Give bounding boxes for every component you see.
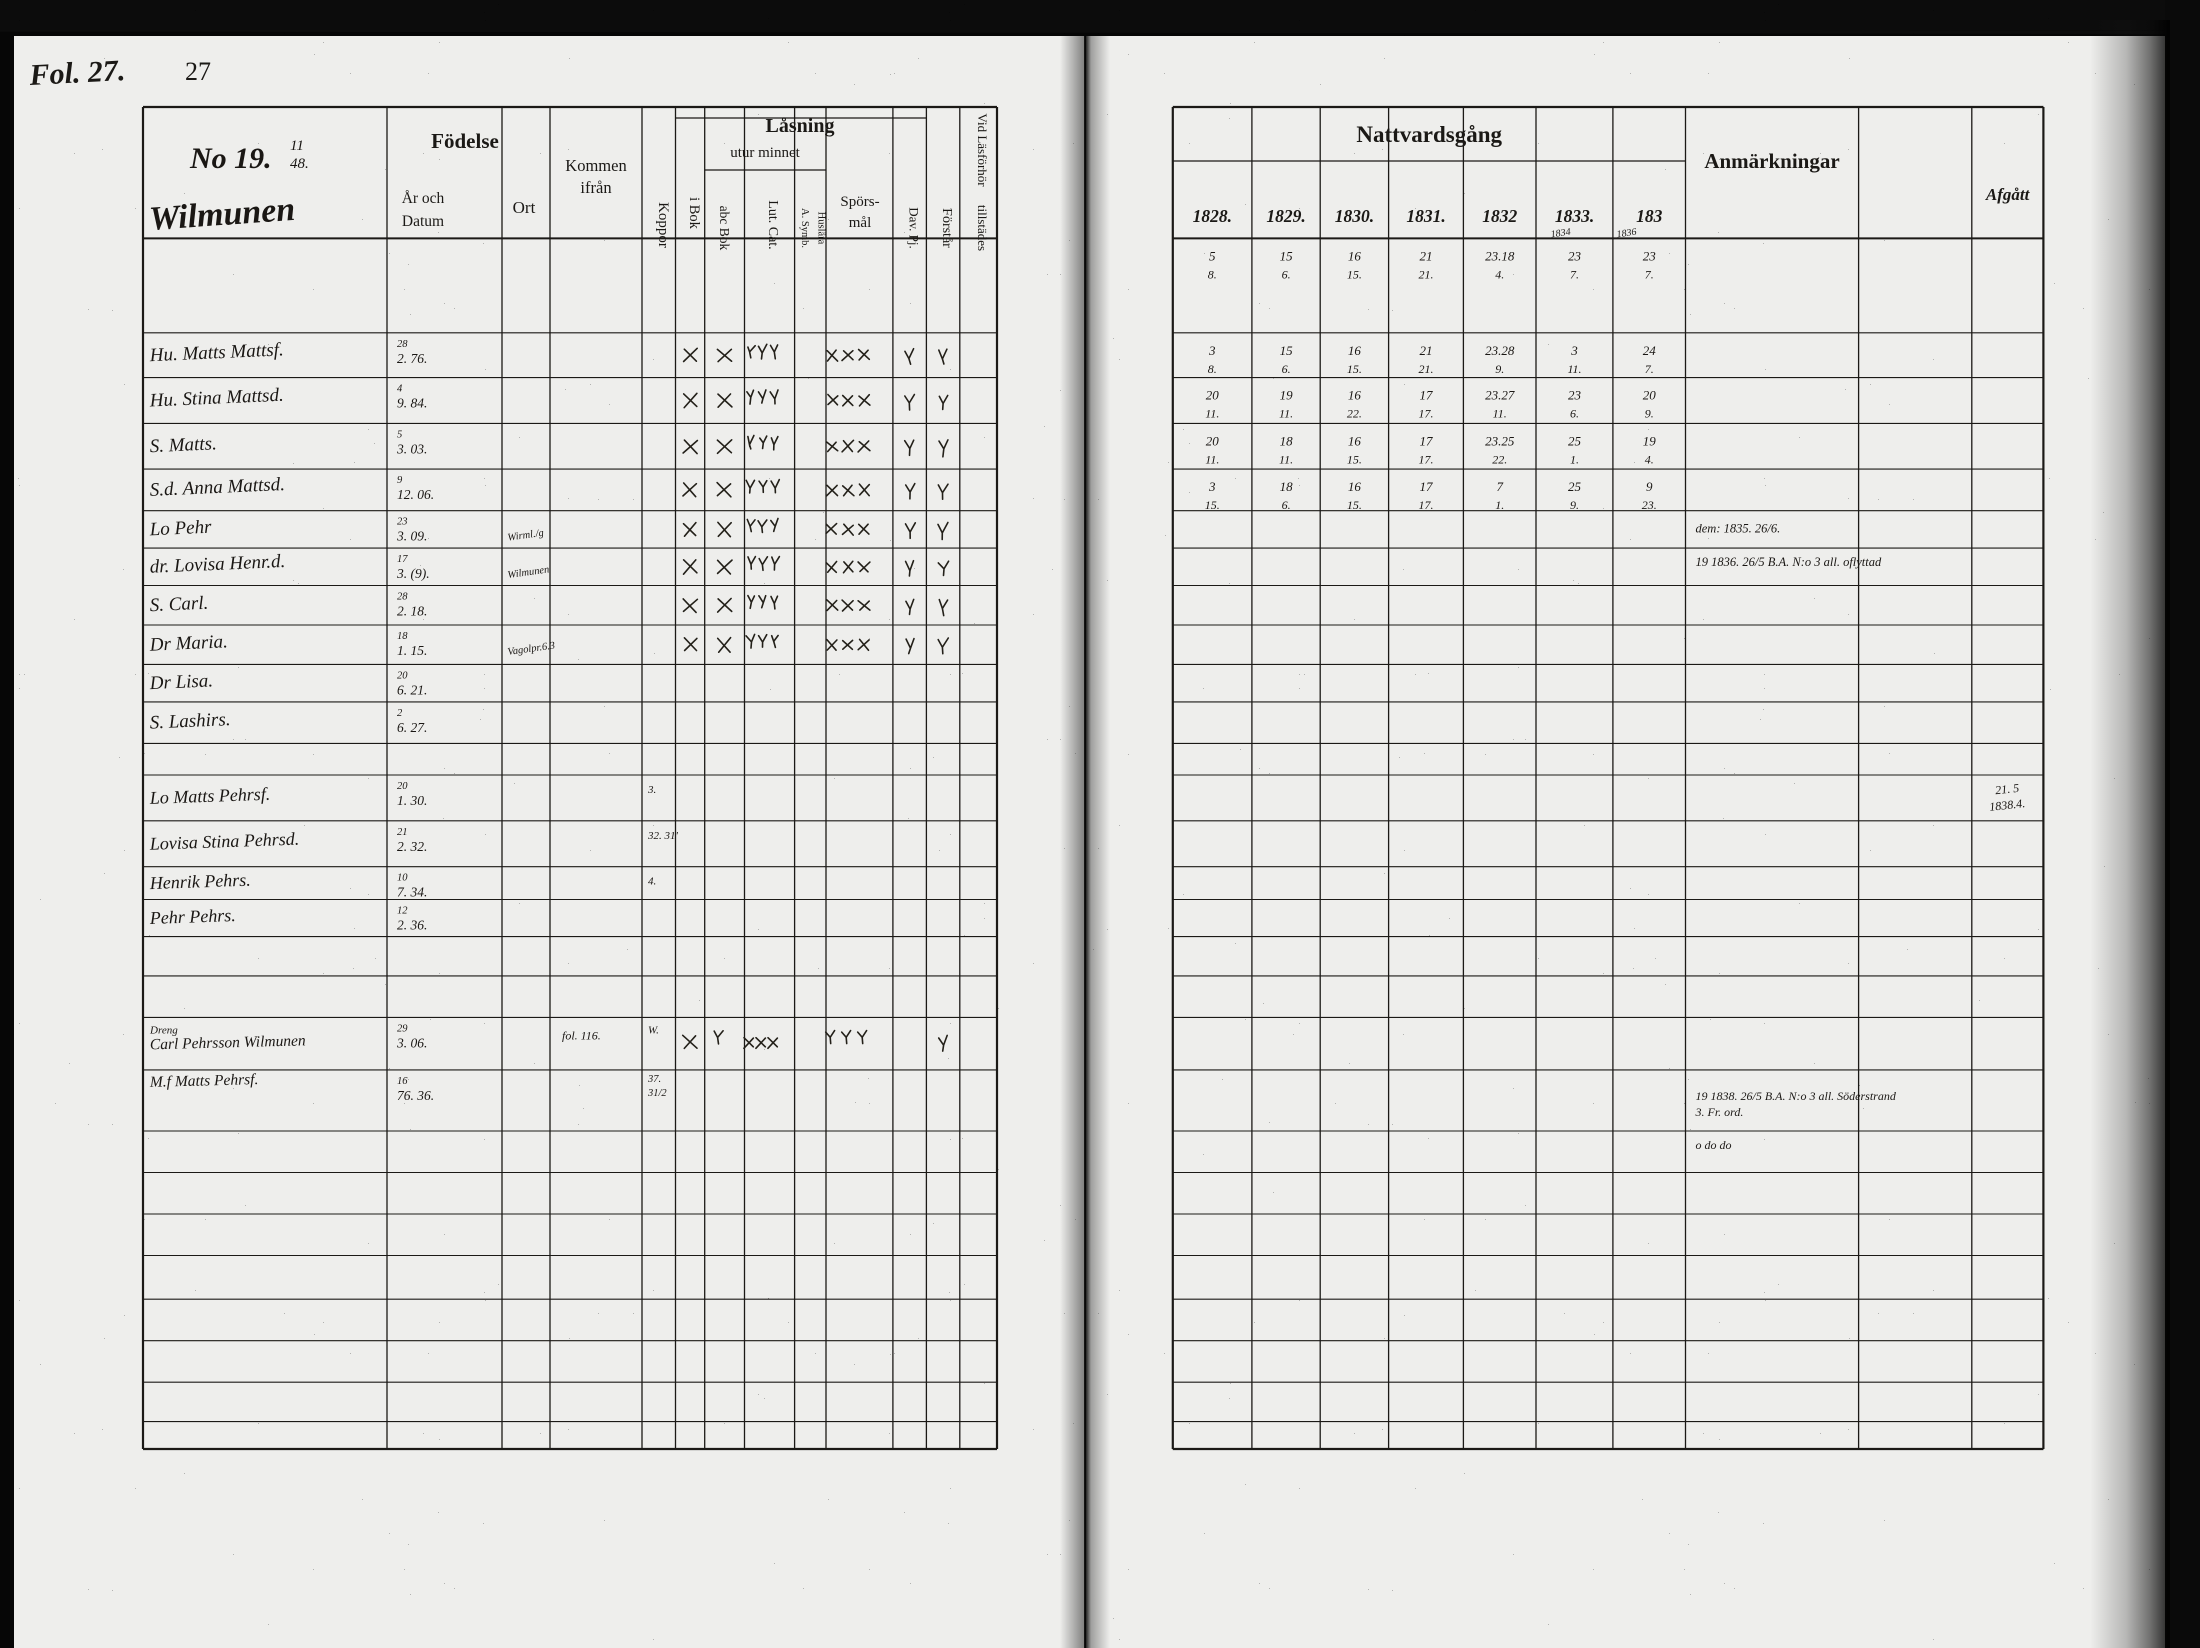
svg-text:17: 17 bbox=[1420, 388, 1434, 403]
svg-text:21.: 21. bbox=[1419, 362, 1434, 376]
svg-text:23.: 23. bbox=[1642, 498, 1657, 512]
svg-text:17.: 17. bbox=[1419, 407, 1434, 421]
svg-text:19 1836. 26/5 B.A. N:o 3 all.: 19 1836. 26/5 B.A. N:o 3 all. oflyttad bbox=[1696, 555, 1883, 569]
svg-text:1831.: 1831. bbox=[1406, 206, 1445, 226]
svg-text:3: 3 bbox=[1570, 343, 1578, 358]
svg-text:15.: 15. bbox=[1205, 498, 1220, 512]
svg-text:o do do: o do do bbox=[1696, 1138, 1732, 1152]
svg-text:7.: 7. bbox=[1570, 267, 1579, 281]
svg-text:17: 17 bbox=[1420, 433, 1434, 448]
svg-text:6.: 6. bbox=[1282, 362, 1291, 376]
svg-text:Afgått: Afgått bbox=[1985, 185, 2031, 204]
svg-text:dem: 1835. 26/6.: dem: 1835. 26/6. bbox=[1696, 522, 1781, 536]
svg-text:6.: 6. bbox=[1282, 267, 1291, 281]
svg-text:20: 20 bbox=[1206, 433, 1220, 448]
svg-text:23.27: 23.27 bbox=[1485, 388, 1515, 403]
svg-text:23: 23 bbox=[1568, 388, 1582, 403]
svg-text:25: 25 bbox=[1568, 433, 1582, 448]
svg-text:21: 21 bbox=[1420, 343, 1433, 358]
svg-text:17: 17 bbox=[1420, 479, 1434, 494]
svg-text:183: 183 bbox=[1636, 206, 1663, 226]
svg-text:16: 16 bbox=[1348, 479, 1362, 494]
svg-text:15.: 15. bbox=[1347, 498, 1362, 512]
svg-text:5: 5 bbox=[1209, 248, 1216, 263]
svg-text:15.: 15. bbox=[1347, 267, 1362, 281]
svg-text:4.: 4. bbox=[1645, 452, 1654, 466]
svg-text:6.: 6. bbox=[1282, 498, 1291, 512]
svg-text:20: 20 bbox=[1206, 388, 1220, 403]
svg-text:11.: 11. bbox=[1567, 362, 1581, 376]
svg-text:9.: 9. bbox=[1570, 498, 1579, 512]
svg-text:9.: 9. bbox=[1495, 362, 1504, 376]
svg-text:15.: 15. bbox=[1347, 362, 1362, 376]
svg-text:3: 3 bbox=[1208, 479, 1216, 494]
svg-text:21.: 21. bbox=[1419, 267, 1434, 281]
svg-text:15: 15 bbox=[1280, 248, 1294, 263]
svg-text:1828.: 1828. bbox=[1193, 206, 1232, 226]
svg-text:9: 9 bbox=[1646, 479, 1653, 494]
svg-text:11.: 11. bbox=[1279, 407, 1293, 421]
svg-text:8.: 8. bbox=[1208, 362, 1217, 376]
svg-text:7.: 7. bbox=[1645, 267, 1654, 281]
svg-text:24: 24 bbox=[1643, 343, 1657, 358]
svg-text:1830.: 1830. bbox=[1335, 206, 1374, 226]
svg-text:15.: 15. bbox=[1347, 452, 1362, 466]
svg-text:17.: 17. bbox=[1419, 498, 1434, 512]
svg-text:21. 5: 21. 5 bbox=[1995, 781, 2020, 797]
svg-text:6.: 6. bbox=[1570, 407, 1579, 421]
svg-text:3: 3 bbox=[1208, 343, 1216, 358]
svg-text:23: 23 bbox=[1643, 248, 1657, 263]
svg-text:21: 21 bbox=[1420, 248, 1433, 263]
svg-text:23: 23 bbox=[1568, 248, 1582, 263]
svg-text:1838.4.: 1838.4. bbox=[1989, 796, 2026, 814]
svg-text:11.: 11. bbox=[1493, 407, 1507, 421]
svg-text:16: 16 bbox=[1348, 388, 1362, 403]
svg-text:Anmärkningar: Anmärkningar bbox=[1704, 149, 1839, 173]
svg-text:20: 20 bbox=[1643, 388, 1657, 403]
svg-text:19: 19 bbox=[1643, 433, 1657, 448]
svg-text:18: 18 bbox=[1280, 479, 1294, 494]
svg-text:25: 25 bbox=[1568, 479, 1582, 494]
svg-text:7: 7 bbox=[1496, 479, 1503, 494]
svg-text:3. Fr. ord.: 3. Fr. ord. bbox=[1695, 1105, 1744, 1119]
svg-text:9.: 9. bbox=[1645, 407, 1654, 421]
svg-text:11.: 11. bbox=[1205, 452, 1219, 466]
svg-text:1833.: 1833. bbox=[1555, 206, 1594, 226]
svg-text:Nattvardsgång: Nattvardsgång bbox=[1356, 122, 1502, 147]
svg-text:1.: 1. bbox=[1570, 452, 1579, 466]
svg-text:17.: 17. bbox=[1419, 452, 1434, 466]
svg-text:19: 19 bbox=[1280, 388, 1294, 403]
svg-text:1832: 1832 bbox=[1482, 206, 1517, 226]
svg-text:7.: 7. bbox=[1645, 362, 1654, 376]
svg-text:16: 16 bbox=[1348, 433, 1362, 448]
svg-text:19 1838. 26/5 B.A. N:o 3 all.: 19 1838. 26/5 B.A. N:o 3 all. Söderstran… bbox=[1696, 1089, 1897, 1103]
svg-text:18: 18 bbox=[1280, 433, 1294, 448]
svg-text:16: 16 bbox=[1348, 248, 1362, 263]
svg-text:1829.: 1829. bbox=[1266, 206, 1305, 226]
svg-text:23.25: 23.25 bbox=[1485, 433, 1515, 448]
svg-text:8.: 8. bbox=[1208, 267, 1217, 281]
svg-text:23.18: 23.18 bbox=[1485, 248, 1515, 263]
svg-text:15: 15 bbox=[1280, 343, 1294, 358]
svg-text:11.: 11. bbox=[1279, 452, 1293, 466]
svg-text:22.: 22. bbox=[1492, 452, 1507, 466]
svg-text:1.: 1. bbox=[1495, 498, 1504, 512]
svg-text:23.28: 23.28 bbox=[1485, 343, 1515, 358]
svg-text:22.: 22. bbox=[1347, 407, 1362, 421]
svg-text:11.: 11. bbox=[1205, 407, 1219, 421]
svg-text:4.: 4. bbox=[1495, 267, 1504, 281]
svg-text:16: 16 bbox=[1348, 343, 1362, 358]
